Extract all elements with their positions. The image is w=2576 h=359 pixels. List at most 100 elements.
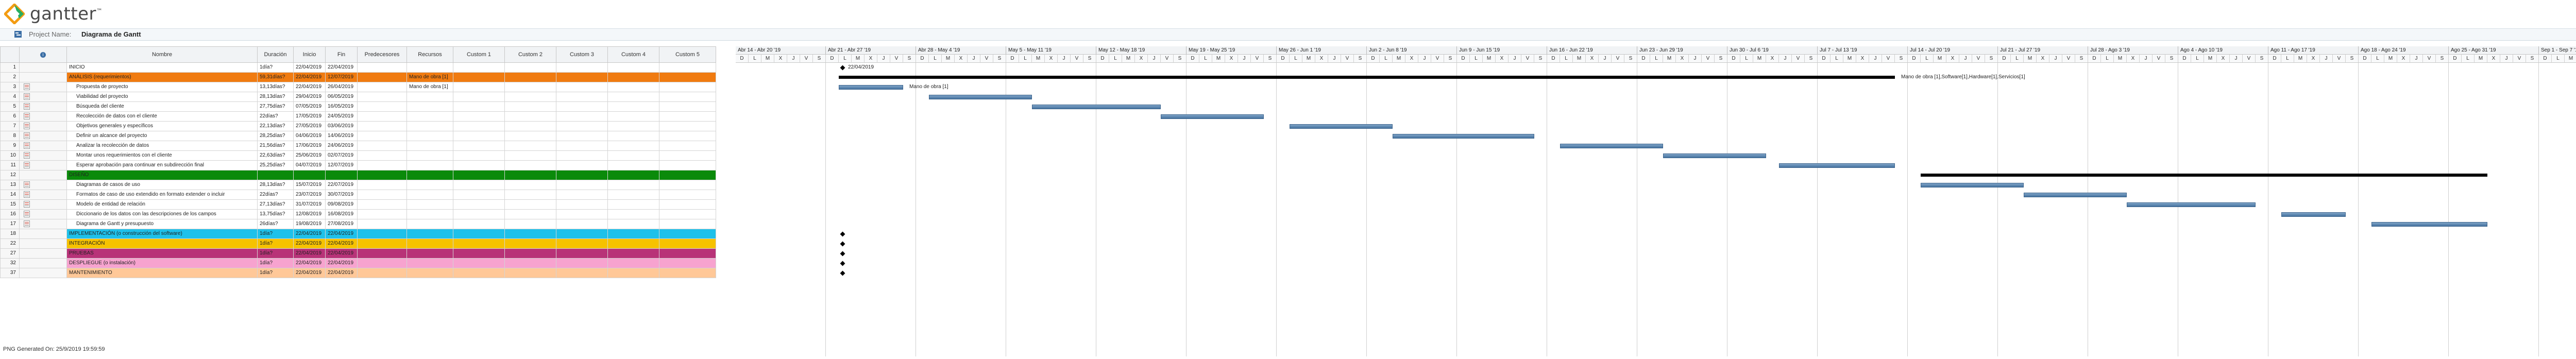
predecessors-cell[interactable] — [358, 151, 407, 161]
custom2-cell[interactable] — [505, 268, 556, 278]
custom1-cell[interactable] — [453, 82, 505, 92]
task-bar[interactable] — [2024, 193, 2127, 197]
custom5-cell[interactable] — [659, 229, 716, 239]
task-notes-icon[interactable] — [24, 162, 30, 168]
resources-cell[interactable] — [407, 229, 453, 239]
task-row[interactable]: 13 Diagramas de casos de uso 28,13días? 15/… — [0, 180, 734, 190]
end-cell[interactable]: 02/07/2019 — [326, 151, 358, 161]
custom5-cell[interactable] — [659, 151, 716, 161]
predecessors-cell[interactable] — [358, 259, 407, 268]
resources-cell[interactable]: Mano de obra [1] — [407, 73, 453, 82]
task-bar[interactable] — [929, 95, 1032, 99]
custom2-cell[interactable] — [505, 82, 556, 92]
duration-cell[interactable]: 21,56días? — [258, 141, 294, 151]
custom4-cell[interactable] — [608, 219, 659, 229]
custom2-cell[interactable] — [505, 259, 556, 268]
task-name-cell[interactable]: PRUEBAS — [67, 249, 258, 259]
custom5-cell[interactable] — [659, 102, 716, 112]
resources-header[interactable]: Recursos — [407, 46, 453, 63]
custom3-cell[interactable] — [556, 190, 608, 200]
duration-cell[interactable]: 59,31días? — [258, 73, 294, 82]
task-row[interactable]: 14 Formatos de caso de uso extendido en f… — [0, 190, 734, 200]
start-cell[interactable]: 17/06/2019 — [294, 141, 326, 151]
task-name-cell[interactable]: MANTENIMIENTO — [67, 268, 258, 278]
custom1-header[interactable]: Custom 1 — [453, 46, 505, 63]
end-cell[interactable]: 22/04/2019 — [326, 249, 358, 259]
end-cell[interactable]: 22/04/2019 — [326, 259, 358, 268]
custom4-cell[interactable] — [608, 259, 659, 268]
custom1-cell[interactable] — [453, 239, 505, 249]
custom5-cell[interactable] — [659, 200, 716, 210]
task-row[interactable]: 8 Definir un alcance del proyecto 28,25día… — [0, 131, 734, 141]
task-notes-icon[interactable] — [24, 132, 30, 139]
custom1-cell[interactable] — [453, 102, 505, 112]
custom4-cell[interactable] — [608, 170, 659, 180]
custom3-cell[interactable] — [556, 200, 608, 210]
custom4-cell[interactable] — [608, 102, 659, 112]
task-row[interactable]: 11 Esperar aprobación para continuar en s… — [0, 161, 734, 170]
custom4-cell[interactable] — [608, 239, 659, 249]
resources-cell[interactable] — [407, 210, 453, 219]
task-notes-icon[interactable] — [24, 211, 30, 217]
task-notes-icon[interactable] — [24, 142, 30, 149]
task-notes-icon[interactable] — [24, 93, 30, 100]
task-bar[interactable] — [839, 85, 903, 90]
custom2-cell[interactable] — [505, 210, 556, 219]
custom5-cell[interactable] — [659, 131, 716, 141]
task-row[interactable]: 6 Recolección de datos con el cliente 22dí… — [0, 112, 734, 122]
custom3-header[interactable]: Custom 3 — [556, 46, 608, 63]
task-name-cell[interactable]: Objetivos generales y específicos — [67, 122, 258, 131]
task-notes-icon[interactable] — [24, 201, 30, 208]
predecessors-cell[interactable] — [358, 112, 407, 122]
custom4-cell[interactable] — [608, 210, 659, 219]
duration-cell[interactable]: 1día? — [258, 229, 294, 239]
task-row[interactable]: 5 Búsqueda del cliente 27,75días? 07/05/201… — [0, 102, 734, 112]
start-cell[interactable]: 15/07/2019 — [294, 180, 326, 190]
duration-header[interactable]: Duración — [258, 46, 294, 63]
custom3-cell[interactable] — [556, 161, 608, 170]
custom2-cell[interactable] — [505, 239, 556, 249]
custom1-cell[interactable] — [453, 92, 505, 102]
task-bar[interactable] — [1032, 105, 1161, 109]
start-cell[interactable]: 22/04/2019 — [294, 249, 326, 259]
resources-cell[interactable] — [407, 249, 453, 259]
custom2-cell[interactable] — [505, 219, 556, 229]
custom3-cell[interactable] — [556, 141, 608, 151]
custom3-cell[interactable] — [556, 239, 608, 249]
start-cell[interactable]: 22/04/2019 — [294, 268, 326, 278]
custom3-cell[interactable] — [556, 92, 608, 102]
row-number-header[interactable] — [0, 46, 20, 63]
custom2-cell[interactable] — [505, 190, 556, 200]
custom2-cell[interactable] — [505, 200, 556, 210]
resources-cell[interactable] — [407, 151, 453, 161]
start-cell[interactable]: 22/04/2019 — [294, 82, 326, 92]
end-cell[interactable]: 26/04/2019 — [326, 82, 358, 92]
end-cell[interactable]: 27/08/2019 — [326, 219, 358, 229]
task-notes-icon[interactable] — [24, 123, 30, 129]
custom4-cell[interactable] — [608, 131, 659, 141]
custom5-cell[interactable] — [659, 82, 716, 92]
task-notes-icon[interactable] — [24, 83, 30, 90]
task-bar[interactable] — [2371, 222, 2487, 227]
task-name-cell[interactable]: INICIO — [67, 63, 258, 73]
milestone-marker[interactable] — [840, 241, 845, 247]
custom5-cell[interactable] — [659, 112, 716, 122]
predecessors-cell[interactable] — [358, 141, 407, 151]
task-name-cell[interactable]: Modelo de entidad de relación — [67, 200, 258, 210]
custom4-cell[interactable] — [608, 112, 659, 122]
custom5-cell[interactable] — [659, 219, 716, 229]
custom3-cell[interactable] — [556, 102, 608, 112]
start-cell[interactable]: 22/04/2019 — [294, 73, 326, 82]
start-cell[interactable]: 29/04/2019 — [294, 92, 326, 102]
custom1-cell[interactable] — [453, 170, 505, 180]
task-name-cell[interactable]: Montar unos requerimientos con el client… — [67, 151, 258, 161]
predecessors-cell[interactable] — [358, 239, 407, 249]
task-notes-icon[interactable] — [24, 152, 30, 159]
predecessors-cell[interactable] — [358, 180, 407, 190]
custom2-cell[interactable] — [505, 112, 556, 122]
duration-cell[interactable]: 27,75días? — [258, 102, 294, 112]
task-name-cell[interactable]: DISEÑO — [67, 170, 258, 180]
name-header[interactable]: Nombre — [67, 46, 258, 63]
duration-cell[interactable]: 28,25días? — [258, 131, 294, 141]
start-cell[interactable]: 17/05/2019 — [294, 112, 326, 122]
